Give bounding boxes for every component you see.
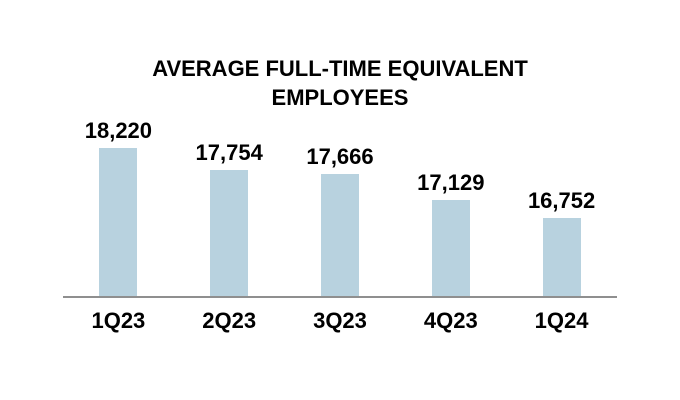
- bar-value-label: 18,220: [84, 118, 153, 143]
- bar-group-3q23: 17,666: [285, 144, 395, 296]
- x-axis-label: 2Q23: [202, 308, 257, 333]
- bar-group-2q23: 17,754: [174, 140, 284, 296]
- bar: [210, 170, 249, 296]
- x-axis-label: 3Q23: [313, 308, 367, 333]
- x-axis-line: [63, 296, 617, 298]
- bar: [542, 218, 581, 296]
- bar-value-label: 17,129: [417, 170, 485, 195]
- x-axis-label: 1Q23: [91, 308, 146, 333]
- bar-value-label: 17,754: [195, 140, 263, 165]
- bar-value-label: 16,752: [527, 188, 596, 213]
- bar-group-1q23: 18,220: [63, 118, 173, 296]
- x-axis-label: 1Q24: [534, 308, 589, 333]
- chart-title: AVERAGE FULL-TIME EQUIVALENT EMPLOYEES: [152, 56, 528, 110]
- bar: [321, 174, 359, 296]
- bar: [431, 200, 470, 296]
- bar-group-1q24: 16,752: [507, 188, 617, 296]
- bar-value-label: 17,666: [306, 144, 374, 169]
- bar: [99, 148, 138, 296]
- x-axis-label: 4Q23: [423, 308, 478, 333]
- bar-group-4q23: 17,129: [396, 170, 506, 296]
